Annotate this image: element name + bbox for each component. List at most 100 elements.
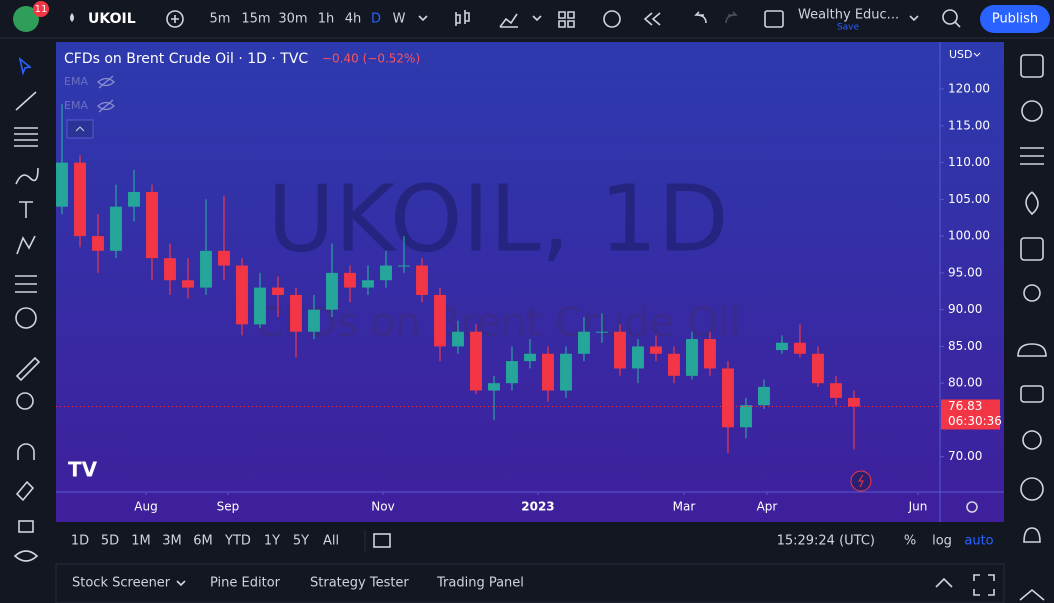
- indicator[interactable]: EMA: [64, 99, 88, 112]
- drawing-mode[interactable]: [15, 480, 35, 502]
- x-tick-label: Aug: [134, 500, 157, 514]
- tv[interactable]: [1020, 477, 1044, 501]
- candle-body: [254, 287, 266, 325]
- candle-body: [560, 353, 572, 391]
- calendar[interactable]: [1020, 237, 1044, 261]
- range-button[interactable]: YTD: [224, 534, 251, 549]
- chart-type[interactable]: [455, 10, 470, 26]
- magnet-tool[interactable]: [17, 443, 35, 460]
- interval[interactable]: 5m: [210, 12, 231, 27]
- add-symbol[interactable]: [166, 10, 184, 28]
- hotlists[interactable]: [1025, 191, 1039, 216]
- indicators[interactable]: [499, 13, 518, 28]
- symbol[interactable]: UKOIL: [88, 11, 136, 27]
- layouts[interactable]: [558, 11, 575, 28]
- lock-tool[interactable]: [18, 520, 34, 533]
- panel-tab[interactable]: Pine Editor: [210, 576, 281, 591]
- range-button[interactable]: 5Y: [293, 534, 309, 549]
- interval[interactable]: W: [393, 12, 406, 27]
- tv-logo[interactable]: TV: [68, 458, 98, 482]
- panel-tab[interactable]: Stock Screener: [72, 576, 171, 591]
- panel-dropdown[interactable]: [176, 580, 186, 587]
- interval[interactable]: 15m: [241, 12, 270, 27]
- redo: [725, 11, 738, 24]
- auto-toggle[interactable]: auto: [964, 534, 993, 549]
- panel-collapse[interactable]: [935, 577, 953, 588]
- more[interactable]: [1019, 588, 1045, 601]
- candle-body: [794, 342, 806, 354]
- zoom-tool[interactable]: [16, 392, 34, 410]
- layout-icon[interactable]: [764, 10, 784, 28]
- prediction-tool[interactable]: [15, 275, 37, 293]
- range-button[interactable]: 3M: [162, 534, 182, 549]
- log-toggle[interactable]: log: [932, 534, 952, 549]
- candle-body: [236, 265, 248, 325]
- undo[interactable]: [694, 11, 707, 24]
- candle-body: [200, 250, 212, 288]
- data-window[interactable]: [1020, 147, 1044, 165]
- panel-tab[interactable]: Strategy Tester: [310, 576, 409, 591]
- avatar[interactable]: [13, 6, 39, 32]
- badge-count: 11: [35, 4, 48, 15]
- icons-tool[interactable]: [15, 307, 37, 329]
- candle-body: [758, 386, 770, 406]
- interval[interactable]: 1h: [318, 12, 335, 27]
- alert[interactable]: [603, 10, 621, 28]
- interval-active[interactable]: D: [371, 12, 381, 27]
- interval[interactable]: 4h: [345, 12, 362, 27]
- replay[interactable]: [643, 12, 661, 26]
- news[interactable]: [1017, 343, 1047, 357]
- range-button[interactable]: 1M: [131, 534, 151, 549]
- hide-tool[interactable]: [13, 550, 39, 562]
- clock[interactable]: 15:29:24 (UTC): [777, 534, 875, 549]
- candle-body: [110, 206, 122, 251]
- bottom-panel: [55, 563, 1005, 603]
- ideas[interactable]: [1023, 284, 1041, 302]
- indicators-dropdown[interactable]: [532, 15, 542, 22]
- x-tick-label: Sep: [217, 500, 240, 514]
- range-button[interactable]: 6M: [193, 534, 213, 549]
- panel-maximize[interactable]: [973, 574, 995, 596]
- last-price-label: 76.83: [948, 399, 982, 413]
- brush-tool[interactable]: [15, 167, 39, 185]
- watchlist[interactable]: [1020, 54, 1044, 78]
- collapse-legend[interactable]: [66, 119, 94, 139]
- layout-name[interactable]: Wealthy Educ...: [798, 8, 899, 23]
- chart-pane: [56, 42, 1004, 522]
- y-tick-label: 120.00: [948, 82, 990, 96]
- alerts[interactable]: [1021, 100, 1043, 122]
- candle-body: [128, 192, 140, 207]
- left-toolbar: [13, 56, 41, 562]
- indicator-hidden[interactable]: [97, 99, 115, 113]
- indicator-hidden[interactable]: [97, 75, 115, 89]
- currency[interactable]: USD: [949, 48, 973, 61]
- measure-tool[interactable]: [15, 356, 41, 382]
- percent-toggle[interactable]: %: [904, 534, 916, 549]
- candle-body: [362, 280, 374, 288]
- range-button[interactable]: 1Y: [264, 534, 280, 549]
- trend-line-tool[interactable]: [15, 91, 37, 111]
- layout-dropdown[interactable]: [909, 15, 919, 22]
- pattern-tool[interactable]: [16, 235, 36, 255]
- date-range[interactable]: [373, 533, 391, 548]
- interval[interactable]: 30m: [278, 12, 307, 27]
- range-button[interactable]: All: [323, 534, 339, 549]
- range-button[interactable]: 1D: [71, 534, 89, 549]
- indicator[interactable]: EMA: [64, 75, 88, 88]
- range-button[interactable]: 5D: [101, 534, 119, 549]
- save[interactable]: Save: [837, 23, 860, 33]
- streams[interactable]: [1022, 430, 1042, 450]
- panel-tab[interactable]: Trading Panel: [436, 576, 524, 591]
- text-tool[interactable]: [19, 201, 33, 218]
- x-tick-label: Jun: [908, 500, 928, 514]
- candle-body: [290, 294, 302, 332]
- publish-button[interactable]: [980, 5, 1050, 33]
- interval-dropdown[interactable]: [418, 15, 428, 22]
- search[interactable]: [942, 9, 958, 25]
- settings[interactable]: [966, 501, 978, 513]
- candle-body: [470, 331, 482, 391]
- notifications[interactable]: [1023, 527, 1041, 543]
- cursor-tool[interactable]: [18, 56, 32, 76]
- fib-tool[interactable]: [14, 127, 38, 147]
- chats[interactable]: [1020, 385, 1044, 403]
